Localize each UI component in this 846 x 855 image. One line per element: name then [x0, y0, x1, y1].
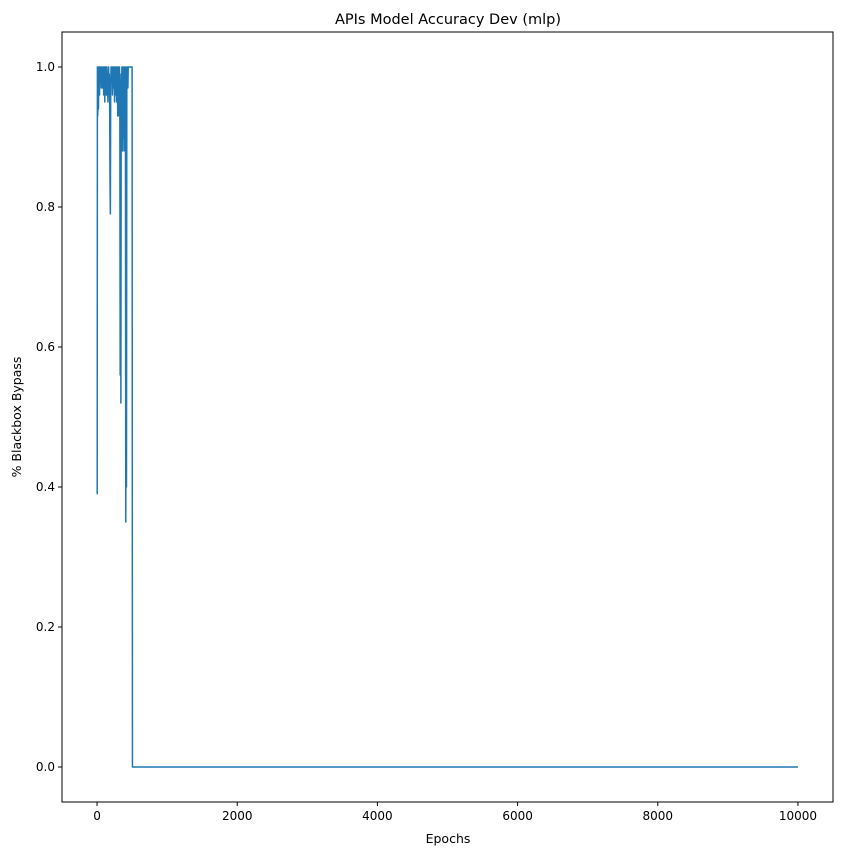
y-tick-label: 0.8 [36, 200, 55, 214]
series-layer [96, 66, 798, 768]
y-tick-label: 1.0 [36, 60, 55, 74]
x-axis-label: Epochs [426, 831, 471, 846]
x-tick-label: 0 [93, 809, 101, 823]
chart-title: APIs Model Accuracy Dev (mlp) [335, 12, 561, 28]
x-tick-label: 2000 [222, 809, 253, 823]
plot-frame [61, 31, 834, 803]
x-tick-label: 6000 [502, 809, 533, 823]
series-line-0 [96, 66, 798, 768]
x-axis-ticks: 0 2000 4000 6000 8000 10000 [93, 802, 817, 823]
y-tick-label: 0.6 [36, 340, 55, 354]
x-tick-label: 4000 [362, 809, 393, 823]
plot-area [62, 32, 833, 802]
y-tick-label: 0.4 [36, 480, 55, 494]
y-tick-label: 0.2 [36, 620, 55, 634]
x-tick-label: 8000 [642, 809, 673, 823]
y-tick-label: 0.0 [36, 760, 55, 774]
y-axis-label: % Blackbox Bypass [9, 357, 24, 478]
y-axis-ticks: 0.0 0.2 0.4 0.6 0.8 1.0 [36, 60, 62, 774]
x-tick-label: 10000 [779, 809, 817, 823]
